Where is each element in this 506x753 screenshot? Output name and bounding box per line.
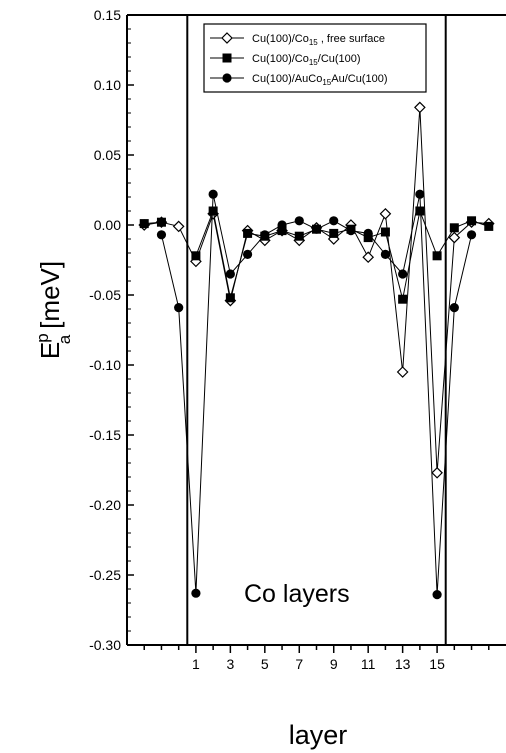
data-point	[448, 231, 461, 244]
co-layers-annotation: Co layers	[244, 580, 350, 608]
y-axis-label: Ep a [meV]	[33, 261, 74, 359]
data-point	[398, 294, 408, 304]
data-point	[484, 221, 494, 231]
data-point	[329, 216, 339, 226]
data-point	[396, 366, 409, 378]
data-point	[379, 207, 392, 220]
data-point	[294, 216, 304, 226]
legend-entry: Cu(100)/Co15/Cu(100)	[252, 53, 361, 67]
x-tick-label: 3	[226, 656, 234, 672]
data-point	[208, 189, 218, 199]
data-point	[329, 228, 339, 238]
x-tick-label: 7	[295, 656, 303, 672]
y-label-main: E	[35, 342, 65, 359]
data-point	[242, 249, 253, 259]
data-point	[243, 228, 253, 238]
legend-entry: Cu(100)/AuCo15Au/Cu(100)	[252, 73, 388, 87]
data-point	[174, 303, 184, 313]
co-layer-boundaries	[186, 15, 447, 645]
data-point	[156, 230, 167, 240]
legend-marker	[222, 53, 232, 63]
data-point	[208, 206, 218, 216]
legend-marker	[222, 73, 232, 83]
data-point	[277, 226, 287, 236]
data-point	[449, 223, 459, 233]
series-line	[144, 107, 489, 473]
data-point	[172, 220, 185, 233]
y-axis: -0.30 -0.25 -0.20 -0.15 -0.10 -0.05 0.00 0.05 0.…	[89, 7, 134, 653]
series-line	[160, 194, 473, 595]
data-point	[260, 230, 270, 240]
data-point	[467, 216, 477, 226]
legend-marker	[221, 32, 233, 44]
data-point	[449, 303, 459, 313]
data-point	[380, 227, 390, 237]
data-point	[346, 226, 356, 236]
data-point	[191, 251, 201, 261]
data-point	[311, 224, 322, 234]
data-point	[415, 189, 425, 199]
series-layer	[138, 101, 495, 600]
y-tick-label: -0.15	[89, 427, 121, 443]
y-label-subscript: a	[55, 334, 74, 344]
series-2	[139, 206, 494, 304]
series-line	[195, 209, 489, 300]
data-point	[380, 249, 391, 259]
x-tick-label: 5	[261, 656, 269, 672]
y-tick-label: -0.20	[89, 497, 121, 513]
legend: Cu(100)/Co15 , free surface Cu(100)/Co15/…	[203, 23, 427, 93]
y-tick-label: -0.10	[89, 357, 121, 373]
data-point	[363, 228, 373, 238]
legend-entry: Cu(100)/Co15 , free surface	[252, 33, 385, 47]
y-tick-label: -0.05	[89, 287, 121, 303]
data-point	[398, 269, 408, 279]
data-point	[191, 588, 201, 598]
x-tick-label: 9	[330, 656, 338, 672]
data-point	[225, 293, 235, 303]
data-point	[432, 590, 442, 600]
x-tick-label: 1	[192, 656, 200, 672]
y-tick-label: -0.25	[89, 567, 121, 583]
data-point	[362, 251, 375, 264]
data-point	[225, 269, 235, 279]
data-point	[139, 219, 149, 229]
x-axis: 1 3 5 7 9 11 13 15	[143, 645, 490, 672]
data-point	[466, 230, 477, 240]
data-point	[277, 220, 287, 230]
y-tick-label: 0.00	[94, 217, 121, 233]
data-point	[431, 466, 443, 479]
series-3	[156, 189, 477, 600]
data-point	[294, 231, 304, 241]
y-tick-label: -0.30	[89, 637, 121, 653]
x-tick-label: 15	[429, 656, 445, 672]
y-tick-label: 0.10	[94, 77, 121, 93]
data-point	[415, 206, 425, 216]
x-tick-label: 11	[361, 656, 376, 672]
plot-frame	[126, 14, 506, 646]
x-axis-label: layer	[289, 720, 348, 750]
series-1	[138, 101, 495, 479]
x-tick-label: 13	[395, 656, 411, 672]
data-point	[156, 217, 166, 227]
svg-text:Epa[meV]: Ep a [meV]	[33, 261, 74, 359]
y-tick-label: 0.15	[94, 7, 121, 23]
y-label-superscript: p	[33, 333, 52, 342]
y-tick-label: 0.05	[94, 147, 121, 163]
y-label-unit: [meV]	[35, 261, 65, 329]
data-point	[414, 101, 426, 114]
data-point	[432, 251, 442, 261]
